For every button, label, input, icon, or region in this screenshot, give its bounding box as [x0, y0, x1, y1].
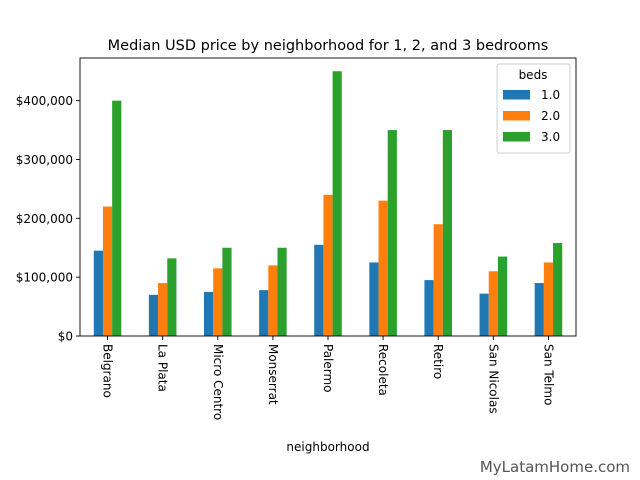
- bar-1-0-beds: [534, 283, 544, 336]
- bar-3-0-beds: [277, 247, 287, 336]
- bar-2-0-beds: [102, 206, 113, 336]
- bar-2-0-beds: [488, 271, 498, 336]
- legend-frame: [496, 63, 571, 154]
- chart-title: Median USD price by neighborhood for 1, …: [108, 38, 549, 54]
- x-tick-label: Belgrano: [101, 344, 115, 398]
- y-tick-label: $200,000: [16, 212, 73, 226]
- bar-2-0-beds: [158, 283, 168, 336]
- legend: beds 1.0 2.0 3.0: [496, 63, 571, 154]
- bar-1-0-beds: [479, 293, 489, 336]
- y-tick-label: $0: [58, 330, 73, 344]
- bar-2-0-beds: [378, 200, 388, 336]
- bar-2-0-beds: [433, 224, 443, 336]
- x-tick-label: San Telmo: [541, 344, 555, 405]
- bar-1-0-beds: [93, 250, 103, 336]
- bar-3-0-beds: [387, 130, 397, 336]
- x-axis-ticks: Belgrano La Plata Micro Centro Monserrat Pal…: [101, 336, 555, 420]
- bar-1-0-beds: [369, 262, 379, 336]
- bar-3-0-beds: [497, 256, 508, 336]
- y-tick-label: $400,000: [16, 94, 73, 108]
- x-axis-label: neighborhood: [286, 440, 369, 454]
- y-axis-ticks: $0 $100,000 $200,000 $300,000 $400,000: [16, 94, 80, 344]
- bar-2-0-beds: [213, 268, 223, 336]
- bar-1-0-beds: [148, 294, 159, 336]
- legend-label: 1.0: [541, 88, 560, 102]
- x-tick-label: San Nicolas: [486, 344, 500, 414]
- bar-3-0-beds: [332, 71, 342, 337]
- bar-3-0-beds: [442, 130, 452, 336]
- legend-label: 2.0: [541, 109, 560, 123]
- y-tick-label: $100,000: [16, 271, 73, 285]
- legend-label: 3.0: [541, 130, 560, 144]
- bar-1-0-beds: [424, 280, 434, 336]
- x-tick-label: Micro Centro: [211, 344, 225, 420]
- bar-3-0-beds: [167, 258, 177, 336]
- bar-1-0-beds: [314, 244, 324, 336]
- bar-series-group: [93, 71, 563, 337]
- x-tick-label: Monserrat: [266, 344, 280, 405]
- bar-1-0-beds: [259, 290, 269, 336]
- bar-3-0-beds: [112, 100, 122, 336]
- watermark-text: MyLatamHome.com: [480, 458, 630, 476]
- x-tick-label: Palermo: [321, 344, 335, 393]
- bar-2-0-beds: [543, 262, 554, 336]
- bar-2-0-beds: [323, 194, 333, 336]
- legend-entries: 1.0 2.0 3.0: [503, 88, 560, 144]
- bar-2-0-beds: [268, 265, 278, 336]
- legend-swatch: [503, 111, 530, 121]
- bar-1-0-beds: [204, 291, 214, 336]
- legend-swatch: [503, 132, 530, 142]
- legend-title: beds: [519, 68, 548, 82]
- bar-3-0-beds: [553, 243, 563, 336]
- bar-3-0-beds: [222, 247, 232, 336]
- y-tick-label: $300,000: [16, 153, 73, 167]
- legend-swatch: [503, 90, 530, 100]
- x-tick-label: La Plata: [156, 344, 170, 392]
- x-tick-label: Recoleta: [376, 344, 390, 396]
- x-tick-label: Retiro: [431, 344, 445, 379]
